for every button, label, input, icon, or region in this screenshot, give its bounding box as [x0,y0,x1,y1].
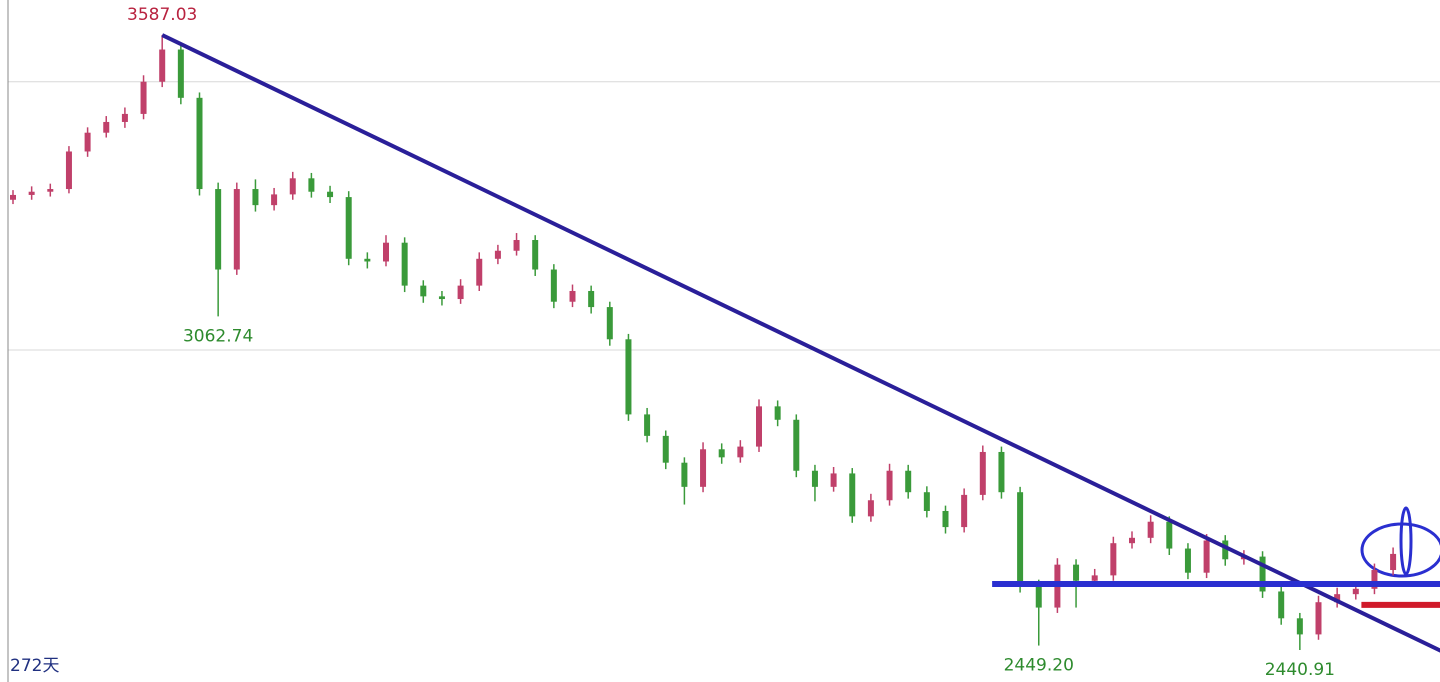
candle-body [588,290,595,308]
candle-body [718,449,725,458]
candle-body [644,414,651,436]
candle-body [513,240,520,251]
candle-body [923,492,930,511]
candle-body [327,191,334,198]
candle-body [1334,594,1341,603]
candle-body [532,240,539,270]
candle-body [215,189,222,270]
candle-body [476,258,483,286]
candle-body [979,451,986,495]
price-annotation: 3587.03 [127,5,197,25]
candle-body [811,470,818,487]
highlight-ellipse [1399,506,1413,576]
candle-body [1222,540,1229,560]
price-annotation: 2440.91 [1265,660,1335,680]
candle-body [159,49,166,82]
trend-line [161,33,1440,653]
candle-body [1166,521,1173,549]
candle-body [1371,570,1378,589]
candle-body [65,151,72,190]
candle-body [756,406,762,447]
candle-body [121,113,128,122]
candle-body [1203,540,1210,573]
candle-body [681,462,688,487]
candle-body [233,189,240,270]
candle-body [140,81,147,114]
candle-body [252,189,259,206]
candle-body [84,132,91,152]
candle-body [1278,591,1285,619]
candle-body [830,473,837,487]
candle-body [849,473,856,517]
candle-body [383,242,389,262]
candle-body [1259,556,1266,592]
candle-body [867,500,874,517]
candle-body [606,307,613,340]
candle-body [569,290,576,302]
candle-body [420,285,427,297]
candle-body [1129,537,1135,544]
candle-body [961,494,968,528]
candle-body [700,449,707,487]
candle-body [737,446,744,458]
candle-body [103,121,110,133]
candle-body [1110,543,1117,576]
candle-body [774,406,781,420]
candle-body [1035,586,1042,608]
candle-body [271,194,278,206]
candle-body [1073,564,1080,581]
candle-body [1184,548,1191,573]
candle-body [401,242,408,286]
candle-body [196,97,203,190]
candle-body [28,191,35,195]
price-annotation: 2449.20 [1004,656,1074,676]
candle-body [1390,553,1397,571]
candle-body [1315,602,1322,635]
candle-body [550,269,557,302]
candle-body [438,296,445,300]
candle-body [998,451,1005,493]
candle-body [289,178,296,195]
candle-body [47,189,54,192]
price-annotation: 3062.74 [183,326,253,346]
candle-body [886,470,893,501]
candle-body [1296,618,1303,635]
candle-body [494,250,501,259]
candle-body [308,178,315,192]
candle-body [1147,521,1154,538]
footer-label: 272天 [10,656,59,676]
candle-body [1352,588,1359,595]
candle-body [662,435,669,463]
candle-body [457,285,464,300]
candle-body [942,510,949,528]
candle-body [345,197,352,259]
candle-body [905,470,912,493]
candle-body [177,49,184,98]
candle-body [625,339,632,415]
candle-body [1017,492,1024,587]
candle-body [793,419,800,471]
candle-body [10,194,16,200]
candle-body [364,258,371,262]
candle-body [1091,575,1098,581]
